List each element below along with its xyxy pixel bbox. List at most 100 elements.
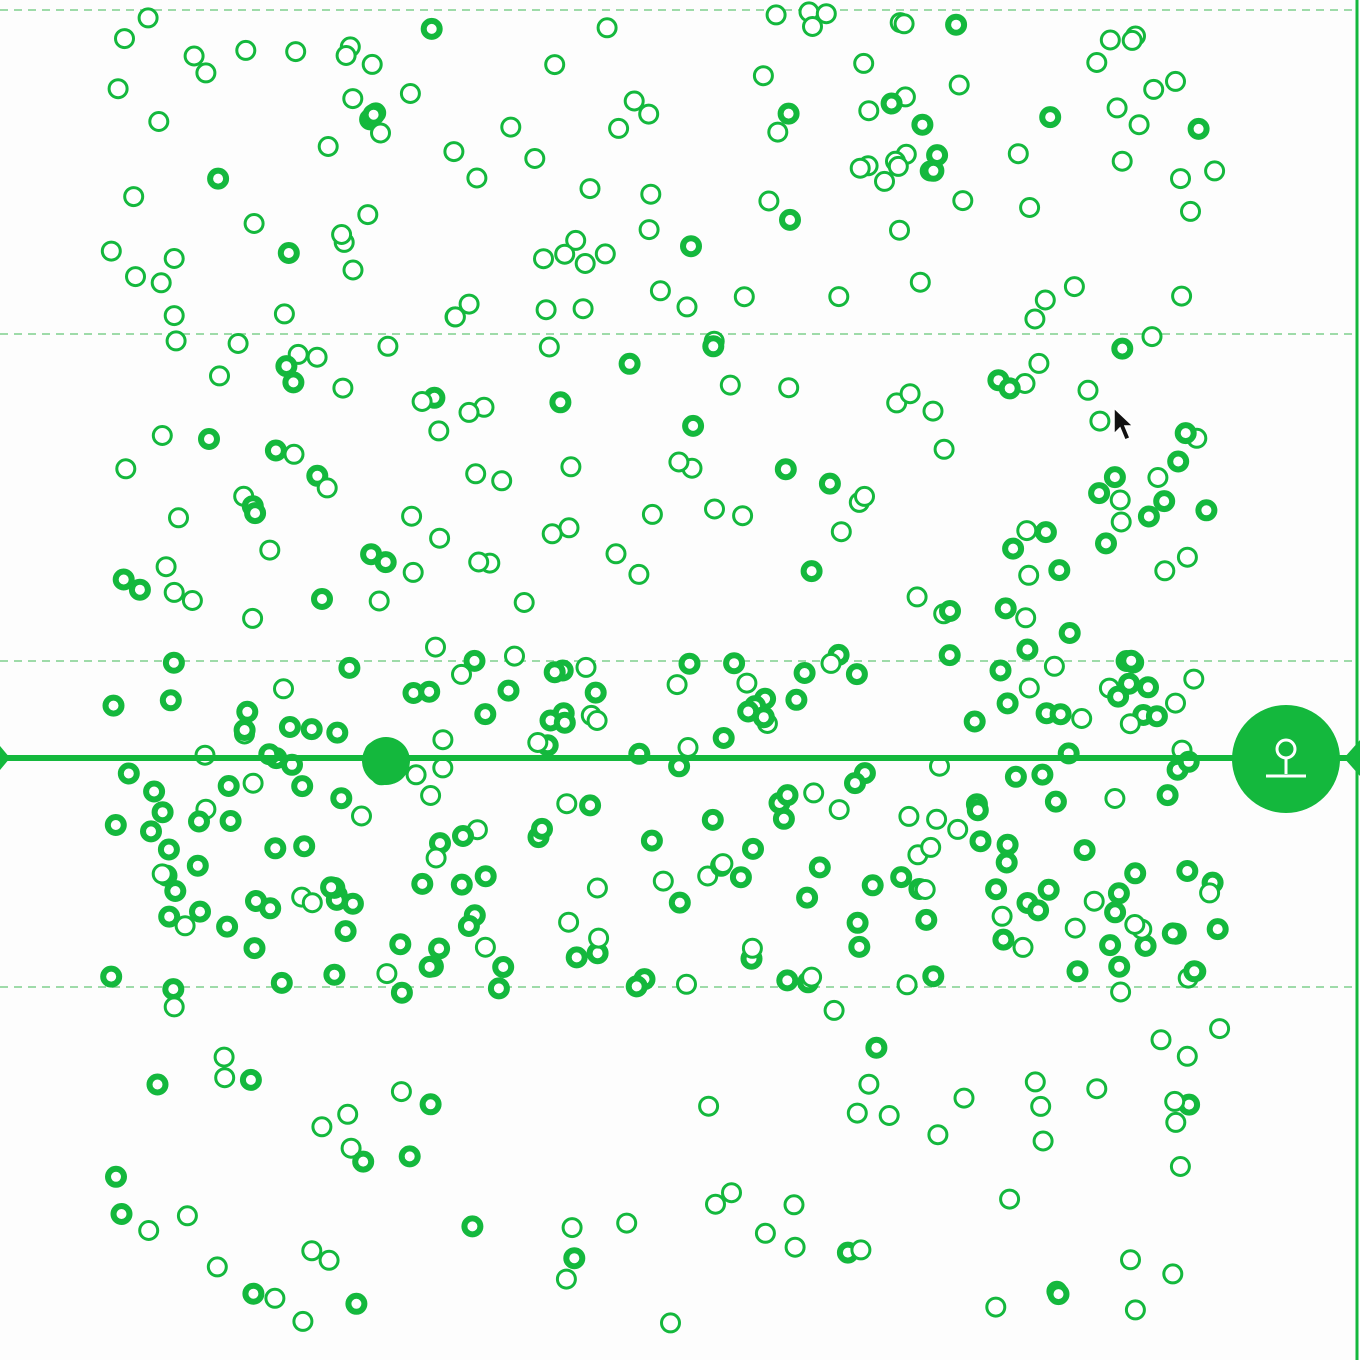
ring-piece xyxy=(989,659,1012,682)
ring-piece xyxy=(992,928,1015,951)
ring-piece xyxy=(300,718,323,741)
ring-piece xyxy=(360,543,383,566)
ring-piece xyxy=(1187,117,1210,140)
ring-piece xyxy=(1077,379,1099,401)
ring-piece xyxy=(558,911,580,933)
ring-piece xyxy=(1019,197,1041,218)
ring-piece xyxy=(628,563,650,585)
ring-piece xyxy=(1007,143,1029,165)
ring-piece xyxy=(800,560,823,583)
ring-piece xyxy=(174,915,196,937)
ring-piece xyxy=(729,866,752,889)
ring-piece xyxy=(342,88,364,110)
ring-piece xyxy=(618,352,641,375)
ring-piece xyxy=(939,600,961,622)
arrow-cursor-icon xyxy=(1113,406,1135,441)
ring-piece xyxy=(1015,607,1037,629)
ring-piece xyxy=(1089,410,1111,432)
ring-piece xyxy=(991,905,1013,927)
ring-piece xyxy=(176,1205,198,1227)
ring-piece xyxy=(492,956,515,978)
ring-piece xyxy=(1099,29,1121,51)
ring-piece xyxy=(889,219,910,241)
ring-piece xyxy=(425,636,446,658)
ring-piece xyxy=(586,710,608,731)
ring-piece xyxy=(1012,936,1034,958)
ring-piece xyxy=(227,333,249,354)
ring-piece xyxy=(1209,1018,1231,1040)
ring-piece xyxy=(138,1220,160,1241)
ring-piece xyxy=(351,805,372,827)
ring-piece xyxy=(362,103,385,126)
ring-piece xyxy=(151,425,173,446)
ring-piece xyxy=(411,872,434,895)
ring-piece xyxy=(985,1296,1007,1318)
ring-piece xyxy=(155,556,177,578)
ring-piece xyxy=(474,865,497,888)
ring-piece xyxy=(865,1036,888,1059)
ring-piece xyxy=(1145,705,1168,728)
ring-piece xyxy=(541,523,563,545)
ring-piece xyxy=(341,892,364,915)
ring-piece xyxy=(966,799,989,822)
ring-piece xyxy=(311,1116,333,1138)
ring-piece xyxy=(159,689,182,712)
ring-piece xyxy=(682,414,705,437)
ring-piece xyxy=(752,706,775,729)
ring-piece xyxy=(1107,685,1130,708)
ring-piece xyxy=(535,299,557,321)
ring-piece xyxy=(846,1102,868,1124)
ring-piece xyxy=(398,1145,421,1168)
ring-piece xyxy=(1165,70,1186,92)
slider-handle[interactable] xyxy=(362,737,410,785)
ring-piece xyxy=(235,39,257,61)
ring-piece xyxy=(428,937,451,960)
ring-piece xyxy=(451,663,472,685)
ring-piece xyxy=(1176,1045,1198,1067)
ring-piece xyxy=(277,242,300,264)
ring-piece xyxy=(909,271,931,293)
ring-piece xyxy=(544,54,566,76)
ring-piece xyxy=(450,873,473,896)
ring-piece xyxy=(1016,638,1039,661)
ring-piece xyxy=(828,799,850,821)
ring-piece xyxy=(306,346,328,368)
ring-piece xyxy=(428,420,450,442)
ring-piece xyxy=(712,853,734,875)
ring-piece xyxy=(301,1240,323,1262)
ring-piece xyxy=(219,810,242,832)
ring-piece xyxy=(186,854,209,877)
ring-piece xyxy=(390,981,413,1004)
ring-piece xyxy=(334,920,357,943)
ring-piece xyxy=(999,1188,1021,1210)
ring-piece xyxy=(778,377,800,399)
ring-piece xyxy=(938,644,961,667)
ring-piece xyxy=(1124,862,1147,885)
ring-piece xyxy=(776,969,799,992)
ring-piece xyxy=(270,971,293,994)
goal-button[interactable] xyxy=(1232,705,1340,813)
ring-piece xyxy=(1106,97,1128,119)
ring-piece xyxy=(712,727,735,749)
ring-piece xyxy=(830,521,852,543)
ring-piece xyxy=(558,517,580,539)
ring-piece xyxy=(638,103,660,125)
ring-piece xyxy=(858,1073,880,1095)
ring-piece xyxy=(1206,918,1229,941)
ring-piece xyxy=(874,170,895,192)
ring-piece xyxy=(640,829,663,852)
ring-piece xyxy=(896,974,918,996)
ring-piece xyxy=(361,53,383,75)
ring-piece xyxy=(402,561,424,583)
ring-piece xyxy=(565,229,587,251)
ring-piece xyxy=(899,383,921,405)
ring-piece xyxy=(554,243,576,265)
ring-piece xyxy=(772,807,795,830)
ring-piece xyxy=(774,458,797,481)
ring-piece xyxy=(1195,499,1218,522)
track-left-arrow-icon xyxy=(0,746,10,770)
ring-piece xyxy=(1049,703,1072,726)
ring-piece xyxy=(1121,29,1143,51)
ring-piece xyxy=(538,336,560,358)
